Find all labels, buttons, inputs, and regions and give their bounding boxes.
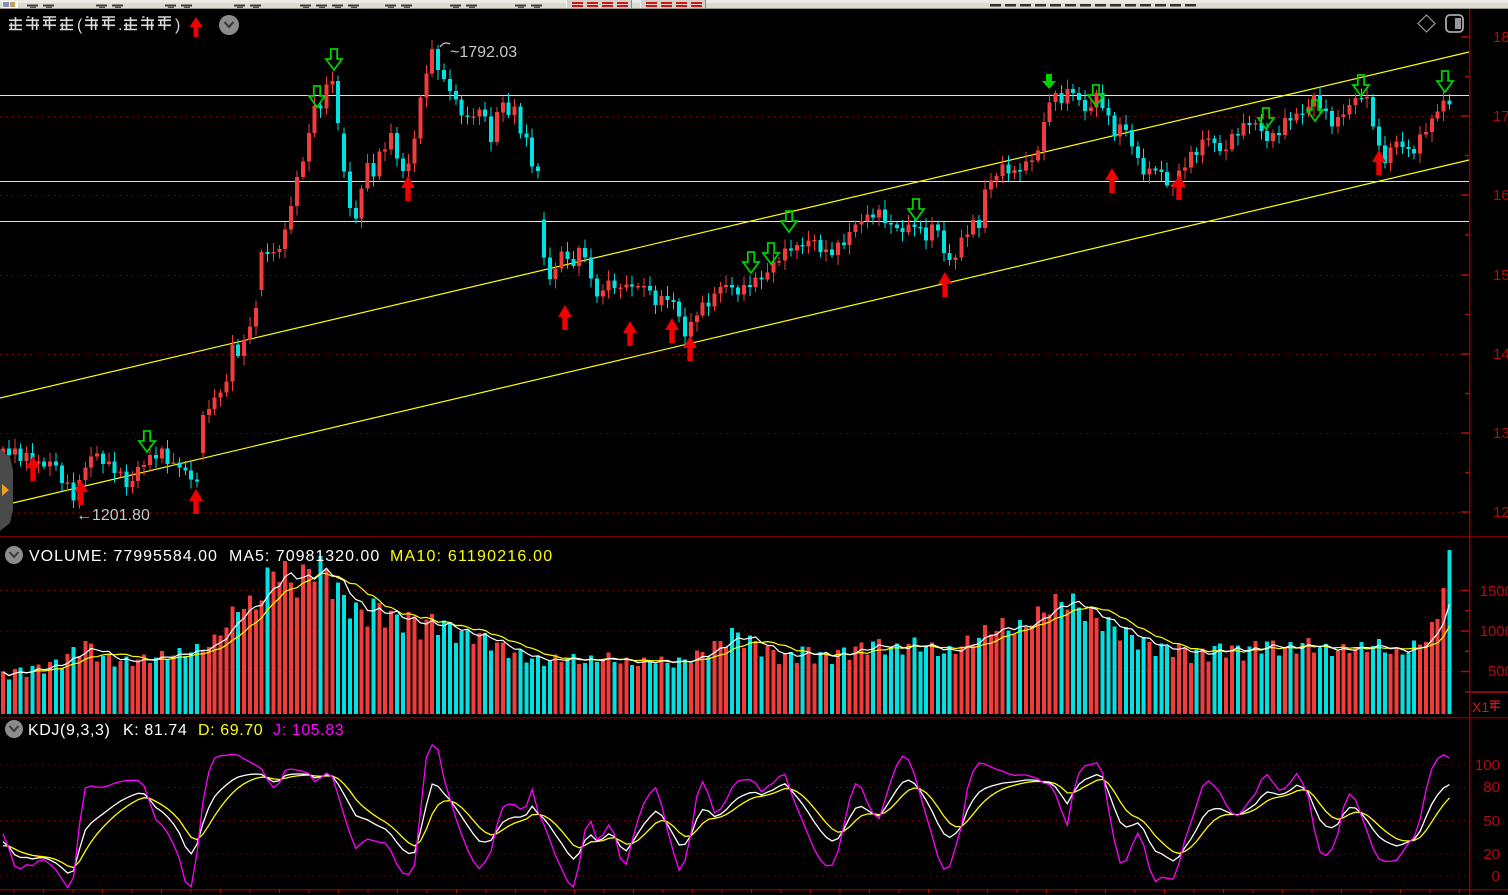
svg-text:20: 20 (1483, 846, 1500, 863)
svg-text:1700: 1700 (1493, 108, 1508, 125)
svg-text:100: 100 (1475, 757, 1500, 774)
svg-text:0: 0 (1492, 868, 1500, 885)
svg-text:(: ( (77, 17, 83, 34)
svg-text:1800: 1800 (1493, 29, 1508, 46)
svg-text:1500: 1500 (1480, 583, 1508, 600)
svg-text:1500: 1500 (1493, 267, 1508, 284)
svg-text:~1792.03: ~1792.03 (450, 44, 517, 61)
svg-text:1400: 1400 (1493, 346, 1508, 363)
svg-text:.: . (118, 17, 122, 34)
svg-text:MA5: 70981320.00: MA5: 70981320.00 (229, 548, 380, 565)
svg-text:VOLUME: 77995584.00: VOLUME: 77995584.00 (29, 548, 218, 565)
svg-text:): ) (175, 17, 180, 34)
svg-text:KDJ(9,3,3): KDJ(9,3,3) (28, 722, 110, 739)
svg-text:X1: X1 (1472, 699, 1489, 715)
svg-text:50: 50 (1483, 813, 1500, 830)
svg-text:MA10: 61190216.00: MA10: 61190216.00 (390, 548, 553, 565)
svg-text:80: 80 (1483, 779, 1500, 796)
svg-text:←1201.80: ←1201.80 (76, 507, 150, 524)
svg-text:1600: 1600 (1493, 187, 1508, 204)
svg-text:J: 105.83: J: 105.83 (273, 722, 344, 739)
svg-text:1300: 1300 (1493, 425, 1508, 442)
svg-text:1200: 1200 (1493, 504, 1508, 521)
svg-text:500: 500 (1488, 663, 1508, 680)
svg-text:K: 81.74: K: 81.74 (123, 722, 187, 739)
svg-text:D: 69.70: D: 69.70 (198, 722, 263, 739)
svg-text:1000: 1000 (1480, 623, 1508, 640)
